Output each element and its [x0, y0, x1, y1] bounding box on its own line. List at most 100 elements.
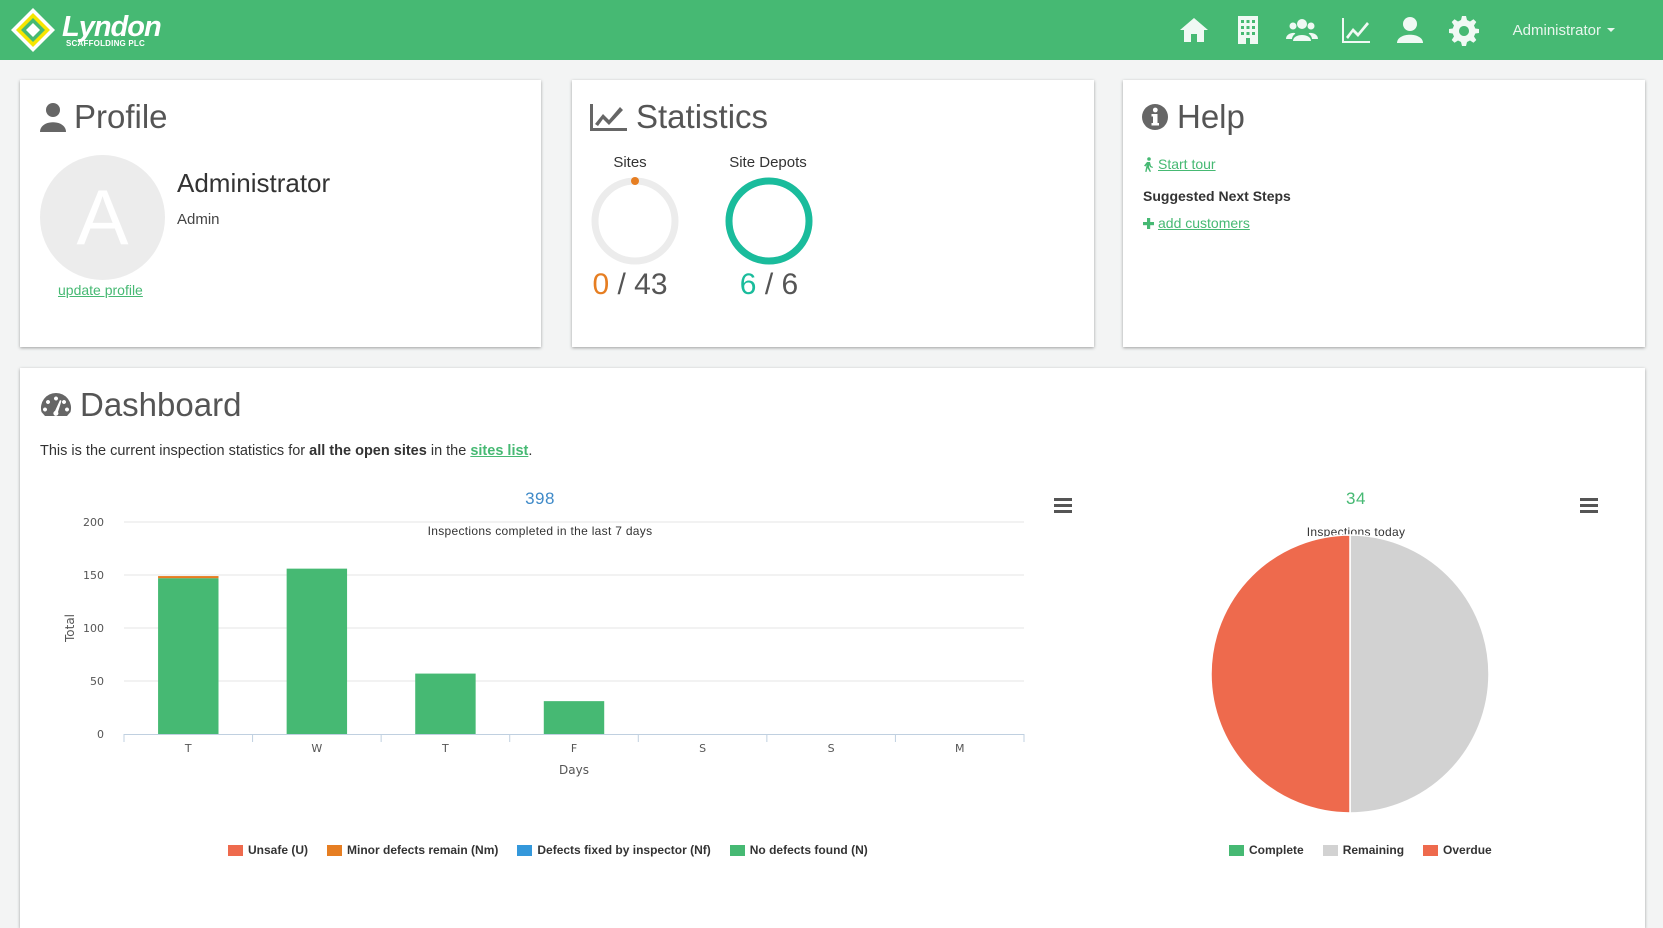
profile-panel: Profile A Administrator Admin update pro… [20, 80, 541, 347]
pie-slice-remaining[interactable] [1349, 534, 1490, 814]
x-tick-label: T [441, 742, 449, 755]
line-chart-icon [1341, 18, 1370, 43]
y-tick-label: 200 [83, 516, 104, 529]
brand-name: Lyndon [62, 10, 162, 43]
x-tick-label: T [184, 742, 192, 755]
bar-chart-total: 398 [525, 489, 555, 508]
profile-title: Profile [40, 98, 168, 136]
bar-segment[interactable] [543, 701, 605, 734]
legend-swatch [1322, 844, 1338, 856]
pie-chart-menu-button[interactable] [1580, 498, 1598, 513]
users-icon [1285, 19, 1318, 41]
legend-item[interactable]: Complete [1229, 843, 1304, 857]
inspections-bar-chart: 0 50 100 150 200 T W T F S S M Days Total [63, 516, 1025, 777]
line-chart-icon [590, 104, 627, 131]
depots-progress-ring [725, 177, 813, 265]
top-navbar: Lyndon SCAFFOLDING PLC Administrator [0, 0, 1663, 60]
bar-segment[interactable] [158, 578, 219, 734]
legend-swatch [729, 844, 745, 856]
nav-reports-button[interactable] [1338, 12, 1374, 48]
legend-label: Unsafe (U) [248, 843, 309, 857]
y-tick-label: 0 [97, 728, 104, 741]
add-customers-link[interactable]: add customers [1143, 215, 1250, 231]
walking-person-icon [1144, 156, 1153, 172]
nav-settings-button[interactable] [1446, 12, 1482, 48]
brand-subtitle: SCAFFOLDING PLC [66, 39, 161, 48]
x-tick-label: W [311, 742, 322, 755]
avatar: A [40, 155, 165, 280]
legend-item[interactable]: Defects fixed by inspector (Nf) [517, 843, 711, 857]
legend-swatch [327, 844, 343, 856]
suggested-next-steps-heading: Suggested Next Steps [1143, 188, 1291, 204]
nav-home-button[interactable] [1176, 12, 1212, 48]
legend-item[interactable]: Minor defects remain (Nm) [327, 843, 498, 857]
user-menu-label: Administrator [1512, 21, 1601, 39]
building-icon [1237, 16, 1258, 44]
help-title: Help [1141, 98, 1245, 136]
legend-label: No defects found (N) [749, 843, 868, 857]
legend-label: Overdue [1443, 843, 1492, 857]
y-tick-label: 150 [83, 569, 104, 582]
statistics-title: Statistics [590, 98, 768, 136]
info-circle-icon [1142, 104, 1168, 130]
nav-users-button[interactable] [1284, 12, 1320, 48]
sites-count: 0 [592, 268, 610, 301]
inspections-today-pie-chart [1210, 534, 1490, 814]
sites-list-link[interactable]: sites list [470, 443, 529, 459]
user-icon [40, 103, 66, 132]
sites-ring-progress-dot [631, 177, 639, 185]
x-axis-title: Days [559, 763, 589, 777]
legend-item[interactable]: No defects found (N) [729, 843, 868, 857]
y-tick-label: 100 [83, 622, 104, 635]
nav-sites-button[interactable] [1230, 12, 1266, 48]
bar-segment[interactable] [158, 576, 219, 579]
statistics-panel: Statistics Sites 0 / 43 Site Depots 6 / … [572, 80, 1094, 347]
sites-progress-ring [591, 177, 679, 265]
bar-chart-legend: Unsafe (U) Minor defects remain (Nm) Defec… [228, 843, 887, 857]
dashboard-gauge-icon [40, 392, 72, 416]
depots-stat-value: 6 / 6 [739, 268, 799, 301]
legend-label: Complete [1249, 843, 1304, 857]
user-menu-dropdown[interactable]: Administrator [1513, 22, 1615, 39]
sites-ring-track [591, 177, 679, 265]
sites-stat-label: Sites [613, 154, 647, 171]
dashboard-title: Dashboard [40, 386, 241, 424]
legend-label: Defects fixed by inspector (Nf) [537, 843, 711, 857]
home-icon [1179, 18, 1208, 42]
sites-stat-value: 0 / 43 [592, 268, 668, 301]
x-tick-label: M [955, 742, 965, 755]
bar-chart-menu-button[interactable] [1054, 498, 1072, 513]
bar-segment[interactable] [286, 568, 348, 734]
x-tick-label: F [571, 742, 577, 755]
update-profile-link[interactable]: update profile [58, 282, 143, 298]
legend-label: Remaining [1342, 843, 1405, 857]
y-axis-title: Total [63, 614, 77, 643]
depots-total: 6 [781, 268, 799, 301]
legend-swatch [517, 844, 533, 856]
pie-slice-overdue[interactable] [1210, 534, 1351, 814]
depots-stat-label: Site Depots [729, 154, 807, 171]
bar-chart-subtitle: Inspections completed in the last 7 days [427, 524, 653, 538]
plus-icon [1143, 217, 1154, 229]
pie-chart-total: 34 [1346, 489, 1366, 508]
legend-item[interactable]: Overdue [1423, 843, 1492, 857]
depots-ring-progress-arc [725, 177, 813, 265]
dashboard-panel: Dashboard This is the current inspection… [20, 368, 1645, 928]
brand-logo[interactable]: Lyndon SCAFFOLDING PLC [10, 4, 162, 56]
dashboard-intro-text: This is the current inspection statistic… [40, 443, 533, 459]
user-icon [1396, 17, 1423, 43]
legend-swatch [1229, 844, 1244, 856]
legend-label: Minor defects remain (Nm) [347, 843, 499, 857]
gear-icon [1448, 16, 1479, 46]
depots-count: 6 [739, 268, 757, 301]
bar-segment[interactable] [415, 673, 476, 734]
profile-name: Administrator [177, 168, 331, 198]
legend-swatch [1423, 844, 1439, 856]
legend-item[interactable]: Unsafe (U) [228, 843, 308, 857]
legend-item[interactable]: Remaining [1322, 843, 1405, 857]
y-tick-label: 50 [90, 675, 104, 688]
caret-down-icon [1607, 28, 1615, 32]
nav-profile-button[interactable] [1392, 12, 1428, 48]
x-tick-label: S [699, 742, 706, 755]
start-tour-link[interactable]: Start tour [1143, 156, 1216, 172]
